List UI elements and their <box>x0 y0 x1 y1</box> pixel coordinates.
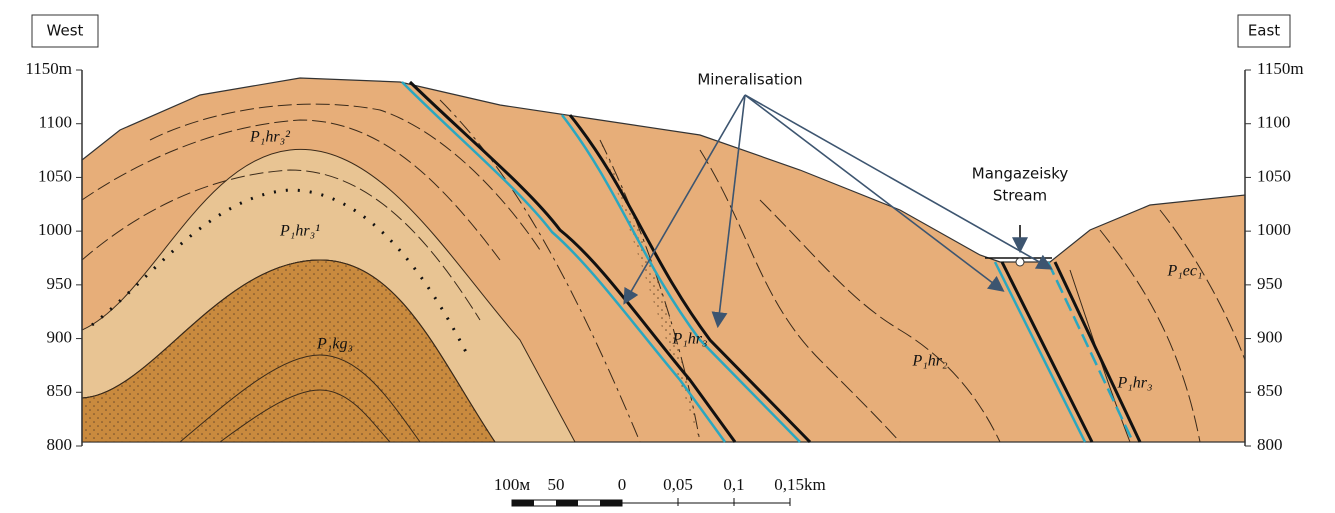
axis-label: 1100 <box>39 113 72 132</box>
axis-label: 950 <box>47 274 73 293</box>
unit-label: P₁hr₃ <box>671 331 707 348</box>
scale-label: 100м <box>494 475 531 494</box>
axis-label: 900 <box>1257 327 1283 346</box>
scale-label: 0 <box>618 475 627 494</box>
stream-label: Stream <box>993 187 1047 205</box>
unit-label: P₁kg₃ <box>316 336 353 353</box>
scale-label: 0,1 <box>723 475 744 494</box>
axis-label: 800 <box>1257 435 1283 454</box>
scale-label: 50 <box>548 475 565 494</box>
axis-label: 1100 <box>1257 113 1290 132</box>
scale-bar <box>512 498 790 506</box>
mineralisation-label: Mineralisation <box>697 71 802 89</box>
axis-label: 850 <box>47 381 73 400</box>
unit-label: P₁ec₁ <box>1166 263 1202 280</box>
section-body: West East Mineralisation Mangazeisky Str… <box>32 15 1290 506</box>
axis-label: 1000 <box>1257 220 1291 239</box>
unit-label: P₁hr₃ <box>1116 375 1152 392</box>
axis-label: 1050 <box>1257 166 1291 185</box>
axis-label: 950 <box>1257 274 1283 293</box>
unit-label: P₁hr₃¹ <box>279 223 320 240</box>
unit-label: P₁hr₃² <box>249 129 291 146</box>
cross-section: West East Mineralisation Mangazeisky Str… <box>0 0 1335 508</box>
scale-label: 0,05 <box>663 475 693 494</box>
unit-label: P₁hr₂ <box>911 353 948 370</box>
east-label: East <box>1248 22 1280 40</box>
axis-label: 850 <box>1257 381 1283 400</box>
axis-label: 800 <box>47 435 73 454</box>
axis-label: 1000 <box>38 220 72 239</box>
axis-label: 1050 <box>38 166 72 185</box>
axis-label: 1150m <box>1257 59 1304 78</box>
axis-label: 900 <box>47 327 73 346</box>
axis-label: 1150m <box>25 59 72 78</box>
west-label: West <box>47 22 84 40</box>
scale-label: 0,15km <box>774 475 825 494</box>
stream-label: Mangazeisky <box>972 165 1069 183</box>
